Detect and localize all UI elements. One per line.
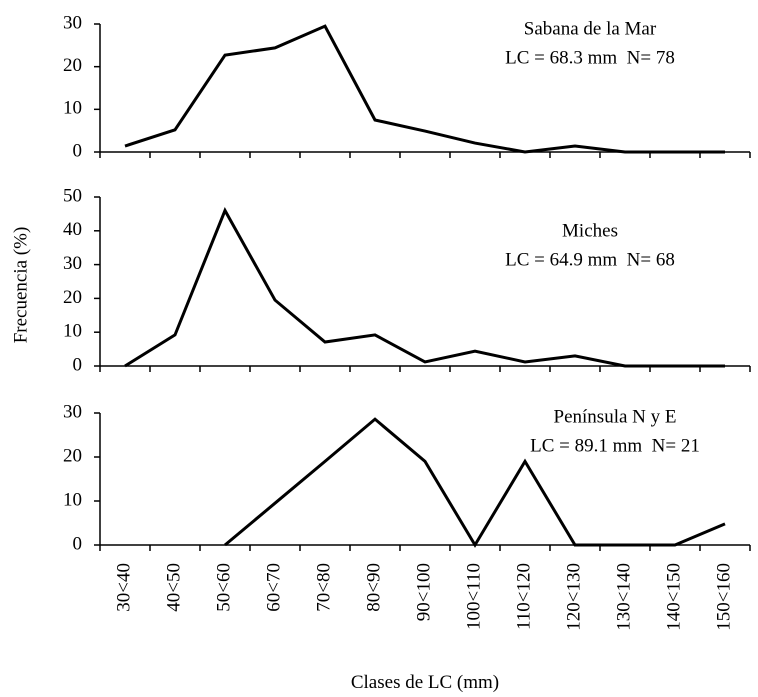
- y-tick-label: 0: [73, 533, 83, 554]
- x-tick-label: 140<150: [663, 563, 684, 631]
- panel-title: Península N y E: [554, 406, 677, 427]
- y-tick-label: 30: [63, 401, 82, 422]
- x-tick-label: 110<120: [513, 563, 534, 630]
- line: [224, 417, 726, 548]
- x-tick-label: 100<110: [463, 563, 484, 630]
- x-tick-label: 150<160: [713, 563, 734, 631]
- x-tick-label: 120<130: [563, 563, 584, 631]
- y-tick-label: 10: [63, 321, 82, 342]
- x-tick-label: 130<140: [613, 563, 634, 631]
- x-tick-label: 50<60: [213, 563, 234, 612]
- y-tick-label: 20: [63, 287, 82, 308]
- x-axis-label: Clases de LC (mm): [351, 672, 499, 693]
- x-tick-label: 60<70: [263, 563, 284, 612]
- x-tick-label: 30<40: [113, 563, 134, 612]
- y-tick-label: 10: [63, 98, 82, 119]
- y-tick-label: 10: [63, 489, 82, 510]
- y-tick-label: 30: [63, 12, 82, 33]
- panel-title: Sabana de la Mar: [524, 18, 657, 39]
- x-tick-label: 40<50: [163, 563, 184, 612]
- panel-subtitle: LC = 89.1 mm N= 21: [530, 435, 700, 456]
- x-tick-label: 90<100: [413, 563, 434, 621]
- y-tick-label: 20: [63, 445, 82, 466]
- x-tick-label: 80<90: [363, 563, 384, 612]
- panel-title: Miches: [562, 220, 618, 241]
- x-tick-label: 70<80: [313, 563, 334, 612]
- y-tick-label: 40: [63, 219, 82, 240]
- y-tick-label: 30: [63, 253, 82, 274]
- y-tick-label: 20: [63, 55, 82, 76]
- line: [124, 207, 725, 368]
- y-axis-label: Frecuencia (%): [10, 227, 31, 344]
- panel-subtitle: LC = 68.3 mm N= 78: [505, 47, 675, 68]
- y-tick-label: 50: [63, 185, 82, 206]
- panel-subtitle: LC = 64.9 mm N= 68: [505, 249, 675, 270]
- y-tick-label: 0: [73, 140, 83, 161]
- y-tick-label: 0: [73, 354, 83, 375]
- line: [124, 24, 725, 154]
